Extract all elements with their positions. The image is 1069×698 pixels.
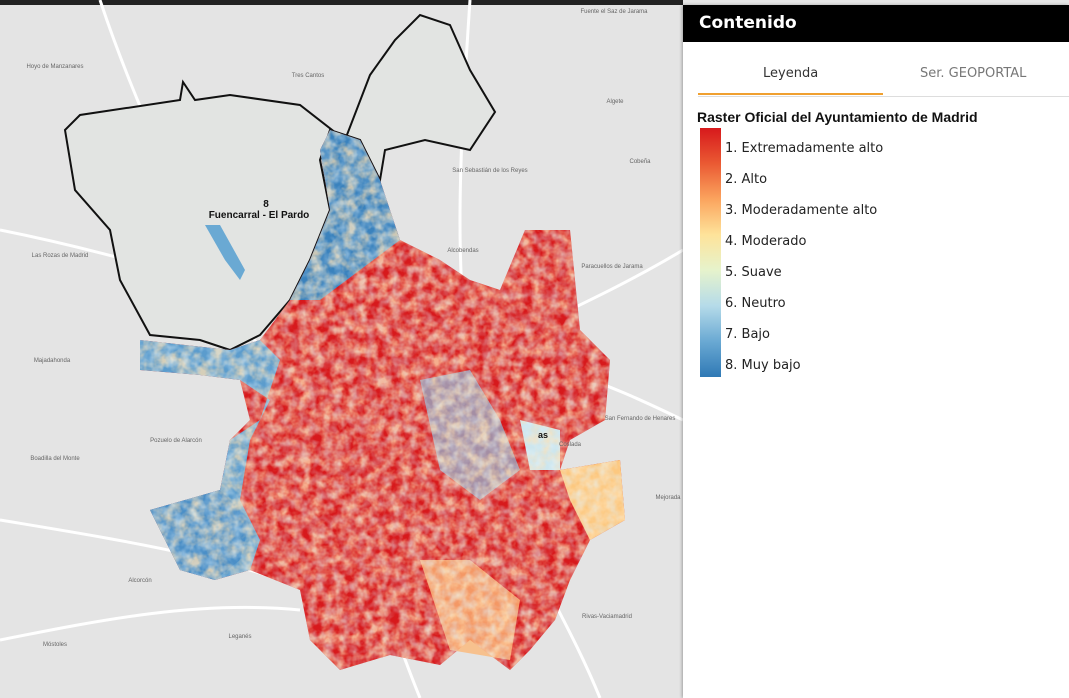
district-boundary (63, 13, 497, 352)
place-label: Móstoles (43, 642, 67, 648)
place-label: Leganés (228, 634, 251, 640)
place-label: Alcobendas (447, 248, 478, 254)
legend-item: 3. Moderadamente alto (725, 203, 878, 218)
tabs: Leyenda Ser. GEOPORTAL (698, 42, 1069, 97)
place-label: Fuente el Saz de Jarama (580, 9, 648, 15)
panel-title: Contenido (683, 5, 1069, 42)
tab-geoportal[interactable]: Ser. GEOPORTAL (920, 66, 1027, 81)
place-label: Coslada (559, 442, 582, 448)
legend-item: 2. Alto (725, 172, 768, 187)
place-label: Alcorcón (128, 578, 151, 584)
place-label: Rivas-Vaciamadrid (582, 614, 632, 620)
legend-color-ramp (700, 128, 721, 377)
legend-title: Raster Oficial del Ayuntamiento de Madri… (697, 109, 978, 125)
place-label: Majadahonda (34, 358, 71, 364)
district-name: Fuencarral - El Pardo (209, 210, 310, 221)
place-label: Tres Cantos (292, 73, 324, 79)
top-strip (0, 0, 683, 5)
place-label: Mejorada (655, 495, 681, 501)
legend-item: 6. Neutro (725, 296, 786, 311)
district-number: 8 (263, 199, 269, 210)
place-label: Paracuellos de Jarama (581, 264, 643, 270)
place-label: Cobeña (629, 159, 651, 165)
map[interactable]: Hoyo de Manzanares Tres Cantos Fuente el S… (0, 0, 683, 698)
active-tab-indicator (698, 93, 883, 95)
legend-item: 5. Suave (725, 265, 782, 280)
legend-item: 4. Moderado (725, 234, 807, 249)
legend-item: 1. Extremadamente alto (725, 141, 884, 156)
place-label: Boadilla del Monte (30, 456, 80, 462)
place-label: San Sebastián de los Reyes (452, 168, 527, 174)
place-label: Hoyo de Manzanares (26, 64, 83, 70)
legend-item: 7. Bajo (725, 327, 770, 342)
legend-item: 8. Muy bajo (725, 358, 801, 373)
heat-raster (140, 130, 625, 670)
label-fragment: as (538, 430, 548, 440)
content-panel: Contenido Leyenda Ser. GEOPORTAL Raster … (683, 5, 1069, 698)
place-label: Las Rozas de Madrid (32, 253, 89, 259)
place-label: Algete (606, 99, 624, 105)
tab-legend[interactable]: Leyenda (763, 66, 819, 81)
place-label: San Fernando de Henares (605, 416, 676, 422)
place-label: Pozuelo de Alarcón (150, 438, 202, 444)
